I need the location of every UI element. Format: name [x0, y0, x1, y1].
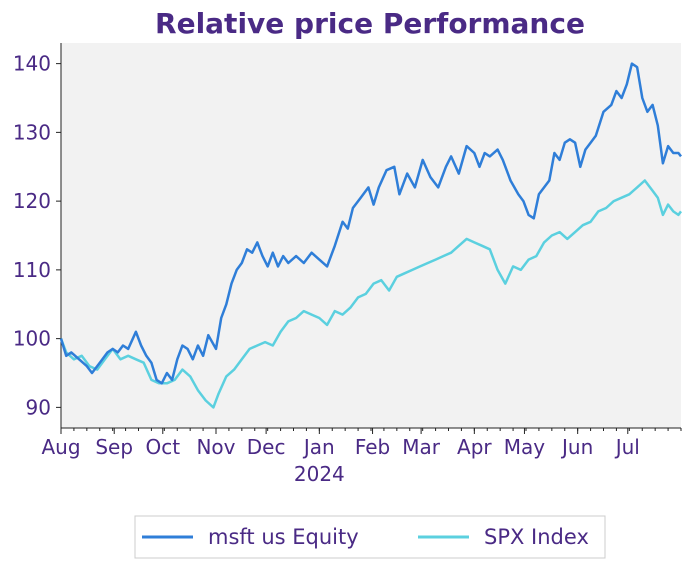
x-tick-label-mar: Mar: [402, 435, 441, 459]
y-axis: 90 100 110 120 130 140: [13, 43, 62, 428]
y-tick-label-140: 140: [13, 52, 51, 76]
x-tick-label-oct: Oct: [145, 435, 180, 459]
x-tick-label-jun: Jun: [560, 435, 593, 459]
x-tick-label-apr: Apr: [457, 435, 492, 459]
series-line-msft-us-equity: [59, 62, 682, 385]
legend-label-spx-index: SPX Index: [484, 525, 589, 549]
legend[interactable]: msft us Equity SPX Index: [134, 515, 606, 559]
x-tick-label-dec: Dec: [247, 435, 286, 459]
x-tick-label-jan: Jan: [302, 435, 335, 459]
x-tick-label-jul: Jul: [614, 435, 640, 459]
y-tick-label-100: 100: [13, 327, 51, 351]
legend-label-msft-us-equity: msft us Equity: [208, 525, 359, 549]
series-line-spx-index: [59, 179, 683, 409]
chart-title: Relative price Performance: [155, 7, 585, 40]
x-year-label: 2024: [294, 462, 345, 486]
y-tick-label-120: 120: [13, 189, 51, 213]
x-tick-label-feb: Feb: [355, 435, 390, 459]
y-tick-label-130: 130: [13, 120, 51, 144]
x-tick-label-sep: Sep: [95, 435, 133, 459]
x-tick-label-aug: Aug: [41, 435, 80, 459]
x-tick-label-nov: Nov: [196, 435, 235, 459]
y-tick-label-90: 90: [26, 395, 51, 419]
legend-box: [134, 515, 606, 559]
x-tick-label-may: May: [504, 435, 546, 459]
plot-area: [61, 43, 681, 428]
series-layer: [59, 62, 683, 409]
x-axis: Aug Sep Oct Nov Dec Jan Feb Mar Apr May Jun Jul 2024: [41, 427, 682, 486]
y-tick-label-110: 110: [13, 258, 51, 282]
